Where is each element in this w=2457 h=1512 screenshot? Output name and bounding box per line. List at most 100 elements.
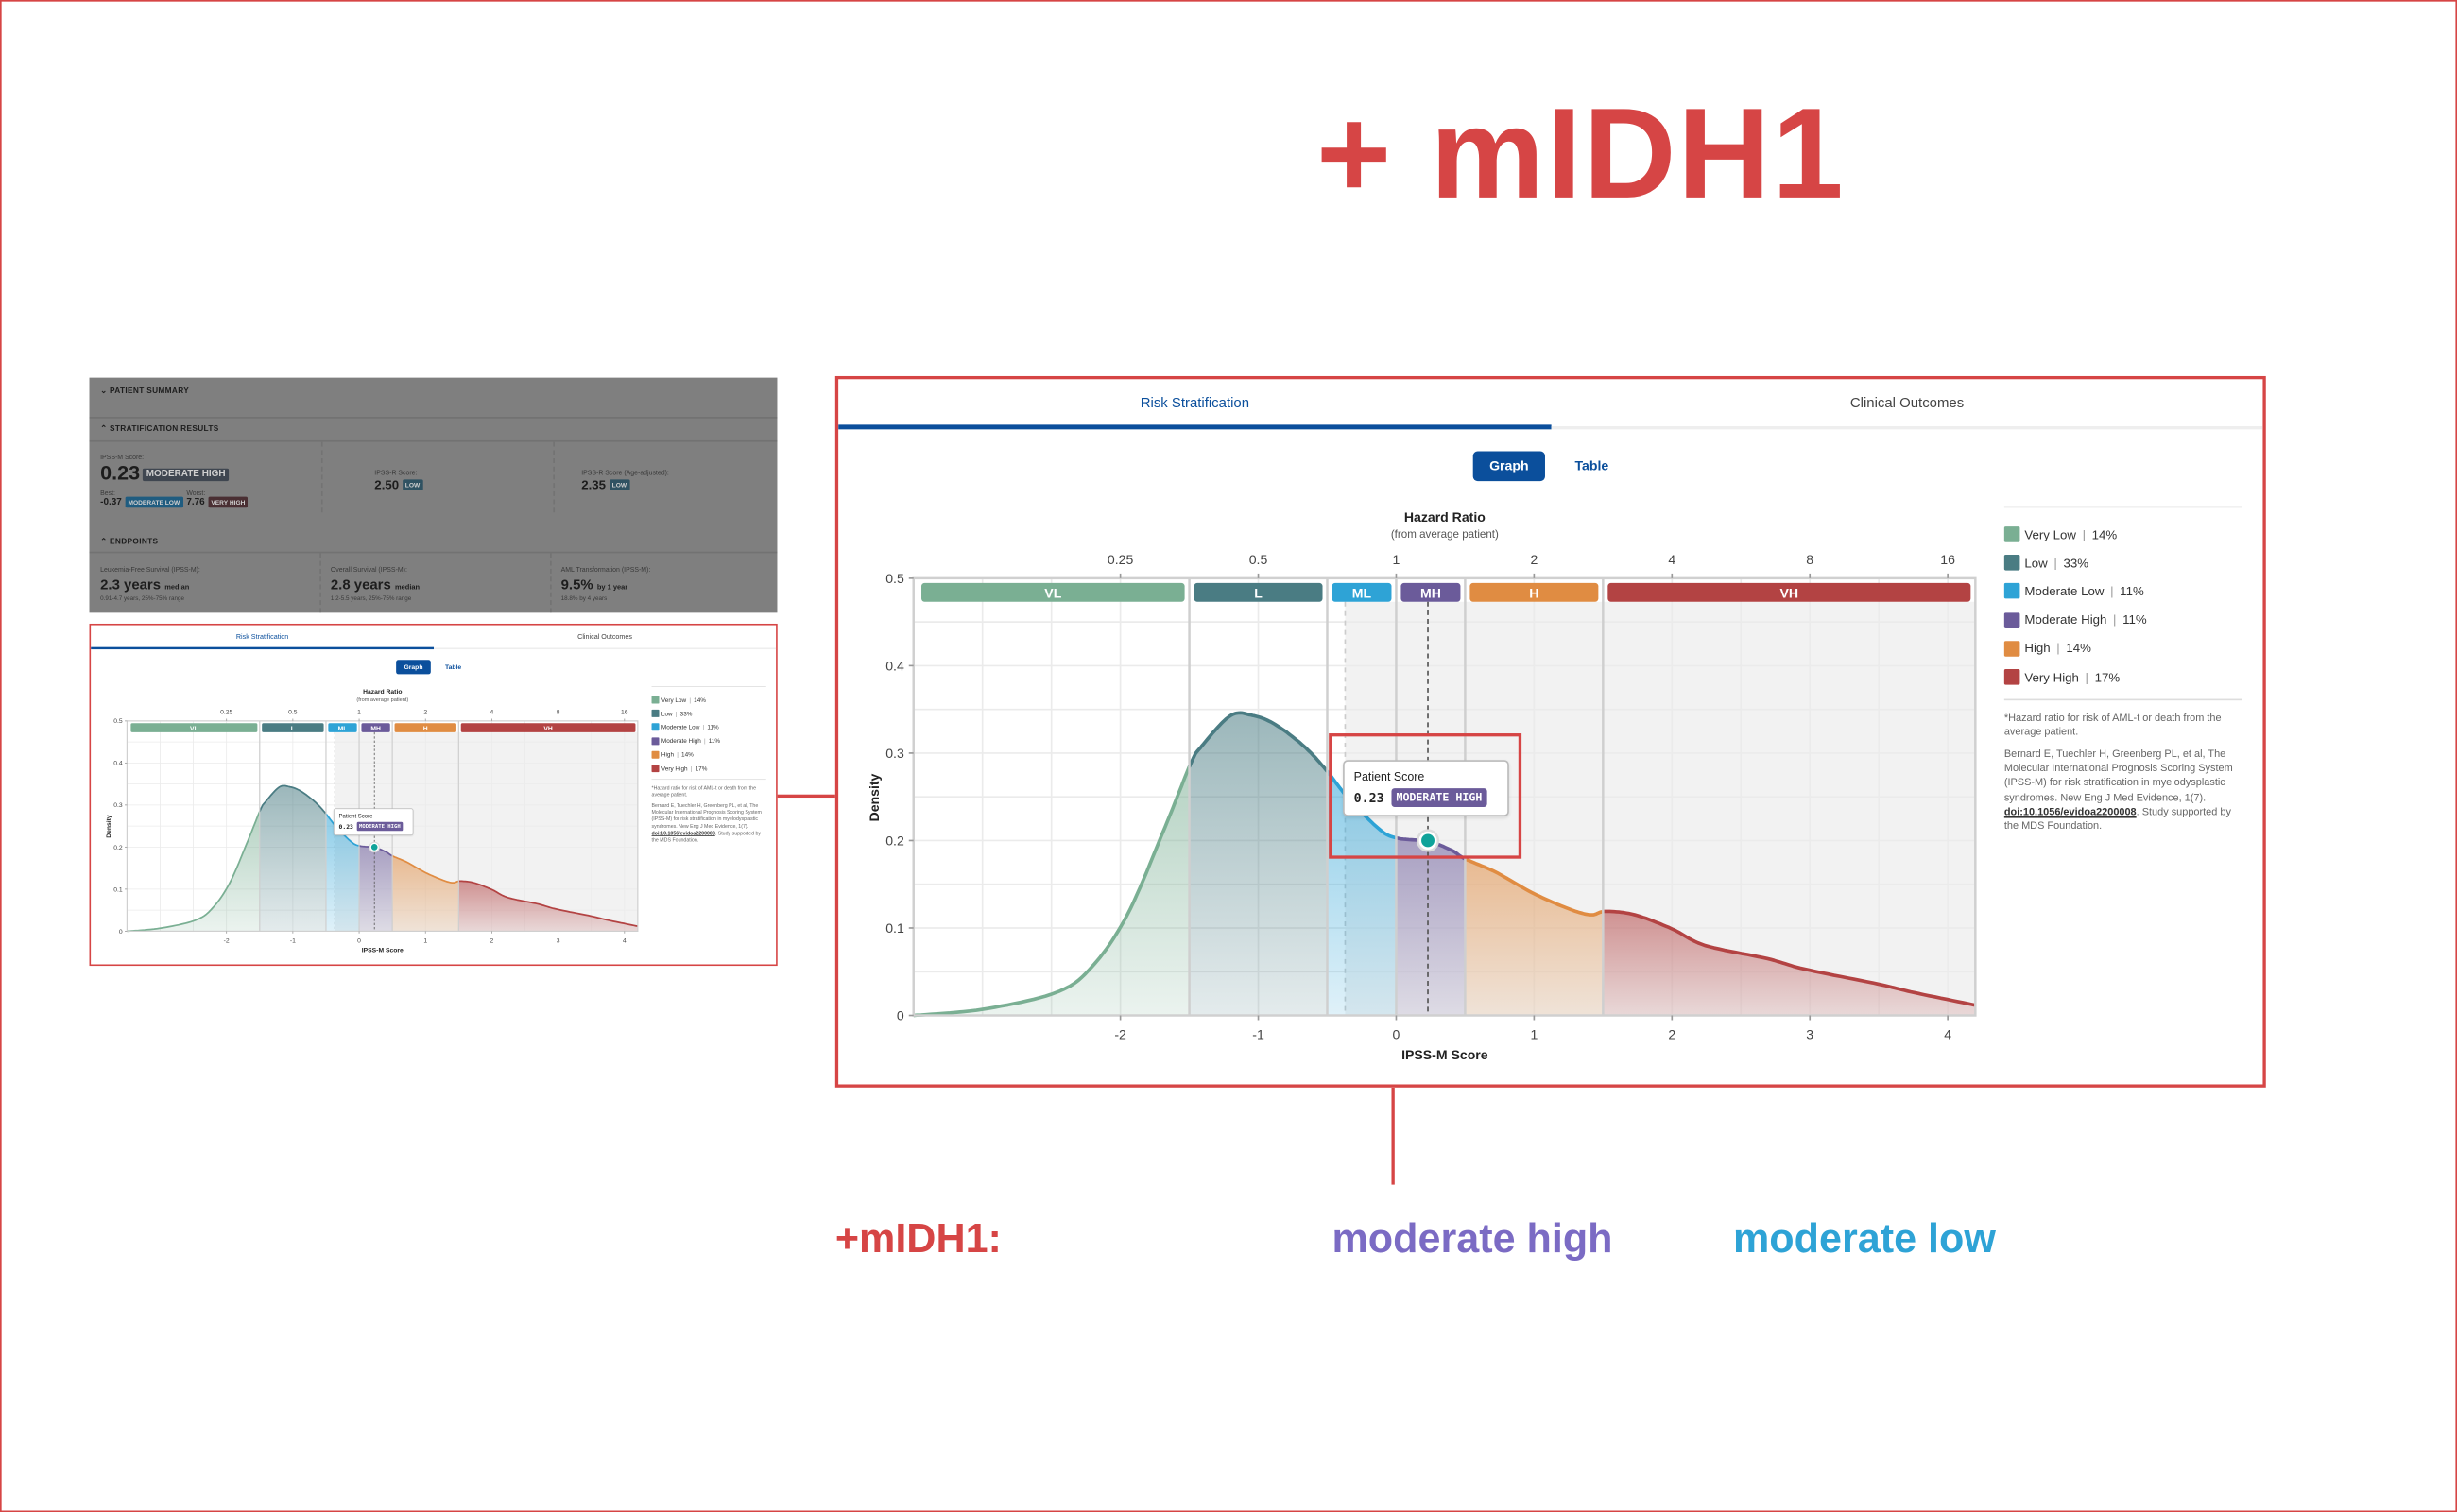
y-tick-label: 0.3 bbox=[113, 802, 123, 809]
top-axis-subtitle: (from average patient) bbox=[356, 697, 408, 703]
y-tick-label: 0.2 bbox=[113, 845, 123, 851]
legend-item: Very High | 17% bbox=[651, 762, 766, 776]
doi-link[interactable]: doi:10.1056/evidoa2200008 bbox=[651, 831, 715, 836]
y-tick-label: 0.5 bbox=[885, 571, 904, 586]
footnote: *Hazard ratio for risk of AML-t or death… bbox=[651, 785, 757, 799]
ipssr-score-label: IPSS-R Score: bbox=[374, 468, 418, 477]
divider bbox=[651, 779, 766, 781]
tab-clinical-outcomes[interactable]: Clinical Outcomes bbox=[1551, 379, 2263, 430]
legend-percent: 33% bbox=[679, 710, 693, 717]
ipssm-score-value: 0.23 MODERATE HIGH bbox=[100, 461, 229, 484]
table-view-button[interactable]: Table bbox=[1574, 457, 1609, 473]
top-tick-label: 1 bbox=[357, 710, 361, 716]
patient-score-tooltip: Patient Score 0.23 MODERATE HIGH bbox=[333, 808, 414, 836]
worst-value: 7.76 VERY HIGH bbox=[186, 496, 249, 508]
density-chart: VL L ML MH H VH -2 -1 0 1 2 3 4 0 0.1 0.2 0.3 0.4 0.5 0.25 0… bbox=[106, 689, 639, 954]
annotation-title: + mIDH1 bbox=[1315, 82, 1846, 226]
divider bbox=[2003, 506, 2242, 508]
endpoint-value-text: 2.3 years bbox=[100, 576, 162, 593]
tooltip-category-badge: MODERATE HIGH bbox=[356, 821, 404, 832]
ipssr-score: 2.50 bbox=[374, 477, 400, 492]
doi-link[interactable]: doi:10.1056/evidoa2200008 bbox=[2003, 806, 2137, 818]
top-tick-label: 16 bbox=[621, 710, 628, 716]
endpoint-unit: median bbox=[394, 582, 421, 592]
top-tick-label: 0.5 bbox=[288, 710, 298, 716]
legend-swatch bbox=[651, 765, 660, 773]
endpoint-value: 2.3 years median bbox=[100, 576, 189, 593]
density-line-vh bbox=[458, 880, 639, 927]
legend-swatch bbox=[651, 723, 660, 731]
legend-separator: | bbox=[2113, 612, 2117, 627]
legend-label: Very High bbox=[2024, 669, 2079, 684]
legend-label: Very Low bbox=[2024, 527, 2076, 542]
patient-marker bbox=[1421, 833, 1435, 848]
stratification-results-header[interactable]: ⌃ STRATIFICATION RESULTS bbox=[100, 424, 219, 435]
divider bbox=[320, 441, 323, 513]
ipssr-age-score: 2.35 bbox=[581, 477, 607, 492]
top-tick-label: 0.5 bbox=[1249, 552, 1268, 567]
density-area-mh bbox=[1396, 837, 1466, 1016]
legend-item: Low | 33% bbox=[651, 707, 766, 721]
worst-category-badge: VERY HIGH bbox=[208, 496, 249, 508]
ipssm-category-badge: MODERATE HIGH bbox=[143, 468, 229, 481]
y-tick-label: 0.1 bbox=[885, 920, 904, 936]
legend-swatch bbox=[651, 696, 660, 704]
graph-view-button[interactable]: Graph bbox=[396, 660, 431, 675]
legend-separator: | bbox=[690, 765, 693, 772]
top-tick-label: 4 bbox=[1668, 552, 1675, 567]
endpoint-value-text: 2.8 years bbox=[330, 576, 391, 593]
density-line-h bbox=[391, 854, 459, 885]
legend-separator: | bbox=[2082, 527, 2087, 542]
band-bar-h bbox=[1469, 582, 1599, 602]
tab-risk-stratification[interactable]: Risk Stratification bbox=[838, 379, 1552, 430]
legend-percent: 11% bbox=[707, 724, 719, 731]
connector-line bbox=[777, 794, 837, 799]
endpoint-unit: median bbox=[164, 582, 190, 592]
legend-separator: | bbox=[703, 737, 706, 745]
tab-risk-stratification[interactable]: Risk Stratification bbox=[91, 626, 435, 650]
density-area-h bbox=[392, 855, 459, 932]
density-line-mh bbox=[1396, 835, 1467, 861]
tooltip-score: 0.23 bbox=[1353, 791, 1384, 806]
patient-summary-title: PATIENT SUMMARY bbox=[110, 387, 190, 397]
band-bar-l bbox=[1194, 582, 1323, 602]
legend-label: Very High bbox=[661, 765, 688, 772]
divider bbox=[319, 553, 321, 613]
legend-item: Moderate Low | 11% bbox=[2003, 577, 2242, 606]
tab-clinical-outcomes[interactable]: Clinical Outcomes bbox=[434, 626, 777, 650]
patient-summary-panel: ⌄ PATIENT SUMMARY ⌃ STRATIFICATION RESUL… bbox=[89, 377, 778, 613]
patient-summary-header[interactable]: ⌄ PATIENT SUMMARY bbox=[100, 387, 190, 397]
top-tick-label: 2 bbox=[423, 710, 427, 716]
density-line-mh bbox=[358, 845, 393, 857]
endpoint-label: AML Transformation (IPSS-M): bbox=[560, 565, 651, 574]
endpoint-sub: 18.8% by 4 years bbox=[560, 595, 608, 602]
density-line-l bbox=[258, 784, 327, 815]
band-label: VH bbox=[543, 726, 553, 732]
table-view-button[interactable]: Table bbox=[444, 662, 462, 671]
legend-item: High | 14% bbox=[651, 747, 766, 762]
divider bbox=[2003, 698, 2242, 701]
legend-separator: | bbox=[2085, 669, 2088, 684]
density-area-h bbox=[1465, 858, 1604, 1016]
density-line-vl bbox=[127, 811, 261, 933]
legend-separator: | bbox=[2056, 641, 2060, 656]
citation-text: Bernard E, Tuechler H, Greenberg PL, et … bbox=[2003, 748, 2233, 804]
density-area-l bbox=[1189, 713, 1328, 1016]
top-axis-title: Hazard Ratio bbox=[1404, 509, 1486, 524]
legend-label: Low bbox=[2024, 556, 2048, 571]
density-line-vl bbox=[913, 765, 1192, 1018]
top-tick-label: 8 bbox=[1806, 552, 1813, 567]
band-bar-h bbox=[394, 723, 456, 732]
endpoints-header[interactable]: ⌃ ENDPOINTS bbox=[100, 537, 159, 547]
divider bbox=[89, 417, 778, 419]
graph-view-button[interactable]: Graph bbox=[1472, 451, 1545, 482]
legend: Very Low | 14% Low | 33% Moderate Low | 11% Moder… bbox=[2003, 506, 2242, 834]
band-label: H bbox=[1529, 586, 1538, 601]
legend-item: Very Low | 14% bbox=[2003, 521, 2242, 549]
annotation-label: +mIDH1: bbox=[834, 1214, 1002, 1262]
x-tick-label: 4 bbox=[1944, 1026, 1951, 1041]
y-tick-label: 0 bbox=[897, 1007, 904, 1022]
y-tick-label: 0.1 bbox=[113, 886, 123, 893]
band-label: MH bbox=[370, 726, 381, 732]
